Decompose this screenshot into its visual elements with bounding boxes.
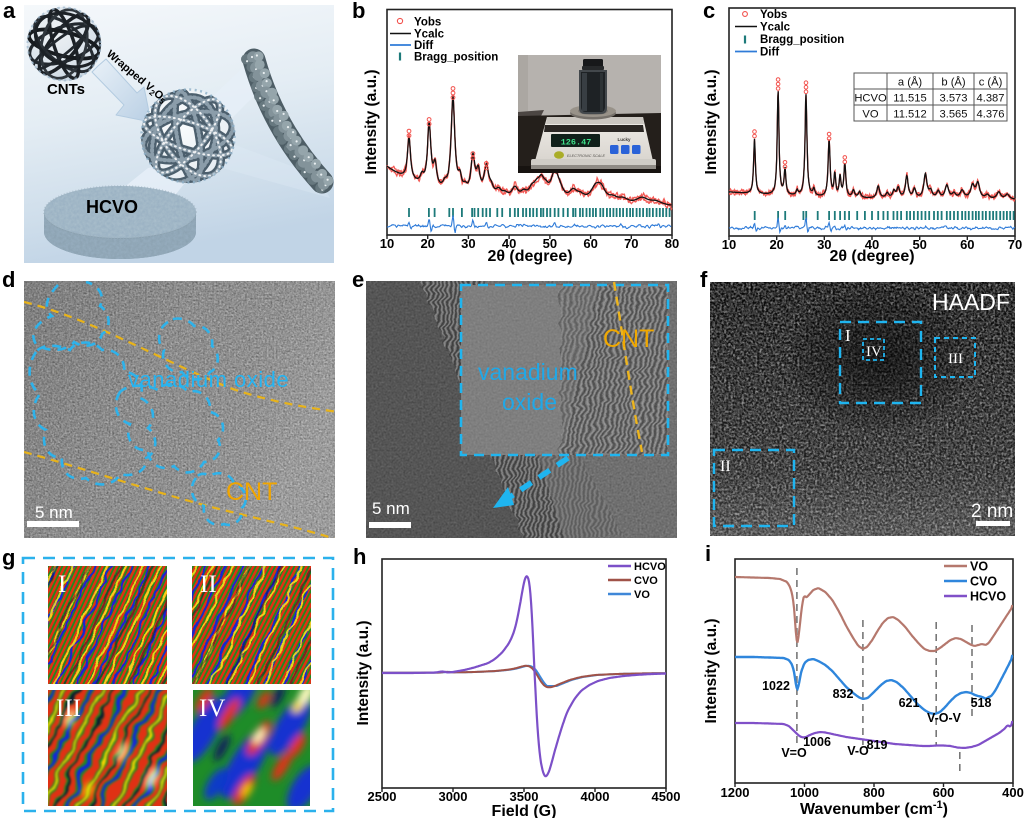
- svg-text:4500: 4500: [652, 789, 681, 804]
- svg-text:HAADF: HAADF: [932, 289, 1010, 315]
- svg-text:CNTs: CNTs: [47, 81, 85, 98]
- svg-text:60: 60: [960, 237, 974, 252]
- svg-text:VO: VO: [862, 109, 878, 121]
- svg-text:oxide: oxide: [502, 389, 557, 415]
- svg-text:IV: IV: [199, 695, 225, 722]
- svg-text:Yobs: Yobs: [760, 9, 787, 21]
- svg-text:11.512: 11.512: [893, 109, 926, 121]
- svg-text:2θ (degree): 2θ (degree): [487, 248, 572, 265]
- svg-text:Wavenumber (cm-1): Wavenumber (cm-1): [800, 799, 948, 818]
- svg-text:30: 30: [461, 236, 475, 251]
- svg-text:20: 20: [420, 236, 434, 251]
- svg-text:832: 832: [833, 687, 854, 701]
- svg-text:5 nm: 5 nm: [372, 499, 410, 518]
- svg-text:VO: VO: [970, 560, 988, 574]
- svg-text:V-O: V-O: [847, 744, 869, 758]
- svg-text:HCVO: HCVO: [854, 93, 887, 105]
- svg-text:126.47: 126.47: [561, 138, 592, 148]
- svg-text:I: I: [58, 571, 66, 598]
- svg-text:30: 30: [817, 237, 831, 252]
- svg-text:a (Å): a (Å): [898, 76, 923, 89]
- svg-text:I: I: [845, 326, 851, 345]
- svg-text:10: 10: [380, 236, 394, 251]
- svg-text:Bragg_position: Bragg_position: [760, 34, 844, 46]
- svg-text:3.565: 3.565: [940, 109, 968, 121]
- svg-text:Yobs: Yobs: [414, 17, 441, 29]
- svg-text:1006: 1006: [803, 735, 831, 749]
- svg-text:Lucky: Lucky: [617, 137, 631, 142]
- svg-text:10: 10: [722, 237, 736, 252]
- svg-text:4.376: 4.376: [977, 109, 1005, 121]
- svg-text:V-O-V: V-O-V: [927, 711, 962, 725]
- svg-text:Intensity (a.u.): Intensity (a.u.): [355, 620, 372, 725]
- svg-text:1022: 1022: [762, 679, 790, 693]
- svg-text:600: 600: [933, 785, 955, 800]
- svg-text:70: 70: [1008, 237, 1022, 252]
- svg-text:Ycalc: Ycalc: [760, 22, 791, 34]
- svg-text:vanadium: vanadium: [478, 359, 578, 385]
- svg-text:50: 50: [912, 237, 926, 252]
- svg-text:HCVO: HCVO: [970, 590, 1006, 604]
- svg-text:Bragg_position: Bragg_position: [414, 52, 498, 64]
- svg-text:vanadium oxide: vanadium oxide: [128, 367, 289, 392]
- svg-text:Diff: Diff: [414, 40, 433, 52]
- svg-text:Intensity (a.u.): Intensity (a.u.): [703, 69, 720, 174]
- svg-text:CNT: CNT: [226, 478, 277, 506]
- svg-text:50: 50: [543, 236, 557, 251]
- svg-text:Intensity (a.u.): Intensity (a.u.): [363, 69, 380, 174]
- svg-text:2 nm: 2 nm: [971, 501, 1013, 522]
- svg-text:ELECTRONIC SCALE: ELECTRONIC SCALE: [567, 154, 605, 158]
- svg-text:4000: 4000: [581, 789, 610, 804]
- svg-text:III: III: [948, 351, 963, 367]
- svg-text:VO: VO: [634, 589, 650, 601]
- svg-text:80: 80: [665, 236, 679, 251]
- svg-text:518: 518: [971, 696, 992, 710]
- svg-text:400: 400: [1002, 785, 1024, 800]
- svg-text:70: 70: [624, 236, 638, 251]
- svg-text:4.387: 4.387: [977, 93, 1005, 105]
- svg-text:II: II: [720, 458, 731, 475]
- svg-text:Diff: Diff: [760, 47, 779, 59]
- svg-text:HCVO: HCVO: [86, 197, 138, 217]
- svg-text:CVO: CVO: [970, 575, 997, 589]
- svg-text:CNT: CNT: [603, 325, 654, 353]
- svg-text:IV: IV: [866, 344, 882, 360]
- svg-text:Ycalc: Ycalc: [414, 29, 445, 41]
- svg-text:819: 819: [867, 738, 888, 752]
- svg-text:60: 60: [583, 236, 597, 251]
- svg-text:1200: 1200: [721, 785, 750, 800]
- svg-text:40: 40: [865, 237, 879, 252]
- svg-text:3500: 3500: [510, 789, 539, 804]
- svg-text:b (Å): b (Å): [941, 76, 966, 89]
- svg-text:CVO: CVO: [634, 575, 658, 587]
- svg-text:3.573: 3.573: [940, 93, 968, 105]
- svg-text:3000: 3000: [439, 789, 468, 804]
- svg-text:800: 800: [863, 785, 885, 800]
- svg-text:Field (G): Field (G): [492, 803, 557, 818]
- svg-text:c (Å): c (Å): [979, 76, 1003, 89]
- svg-text:II: II: [200, 571, 217, 598]
- svg-text:Intensity (a.u.): Intensity (a.u.): [703, 618, 720, 723]
- svg-text:2500: 2500: [368, 789, 397, 804]
- svg-text:V=O: V=O: [781, 746, 807, 760]
- svg-text:5 nm: 5 nm: [35, 503, 73, 522]
- svg-text:621: 621: [899, 696, 920, 710]
- svg-text:40: 40: [502, 236, 516, 251]
- svg-text:2θ (degree): 2θ (degree): [829, 248, 914, 265]
- svg-text:HCVO: HCVO: [634, 561, 666, 573]
- svg-text:20: 20: [769, 237, 783, 252]
- svg-text:11.515: 11.515: [893, 93, 926, 105]
- svg-text:1000: 1000: [790, 785, 819, 800]
- svg-text:III: III: [56, 695, 81, 722]
